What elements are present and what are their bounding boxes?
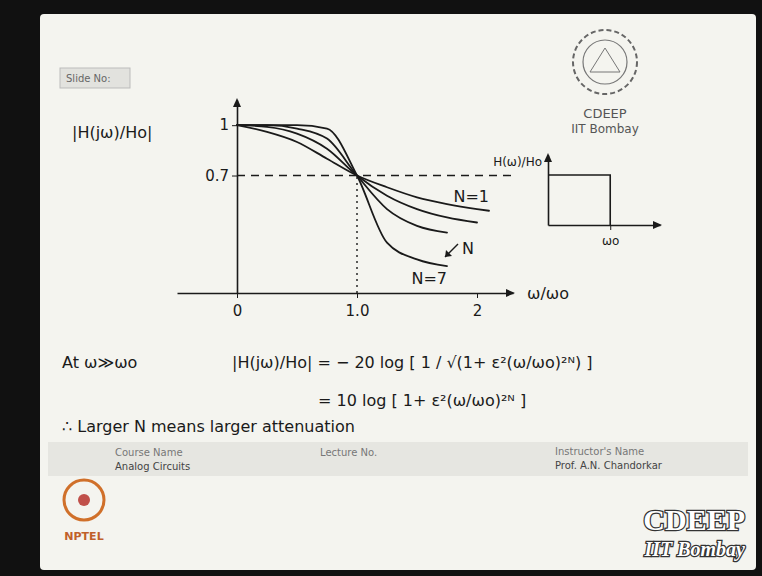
slide-canvas: 01.020.71N=1N=7Nω/ωo|H(jω)/Ho|ωoH(ω)/HoS…	[0, 0, 762, 576]
equation-condition: At ω≫ωo	[62, 353, 137, 372]
curve	[237, 125, 447, 232]
axis-arrow	[506, 289, 515, 297]
x-tick-label: ωo	[602, 234, 619, 248]
x-tick: 1.0	[346, 293, 370, 320]
slide-texts: Slide No:CDEEPIIT BombayAt ω≫ωo|H(jω)/Ho…	[48, 30, 748, 561]
annotation-arrow-head	[445, 250, 452, 257]
equation-conclusion: ∴ Larger N means larger attenuation	[62, 417, 355, 436]
axis-arrow	[544, 153, 552, 162]
y-axis: 0.71	[205, 101, 237, 294]
y-axis-title: |H(jω)/Ho|	[72, 123, 152, 142]
equation-line: = 10 log [ 1+ ε²(ω/ωo)²ᴺ ]	[318, 391, 526, 410]
logo-subtext: IIT Bombay	[571, 122, 639, 136]
footer-label: Lecture No.	[320, 447, 377, 458]
x-tick-mark	[477, 293, 478, 298]
x-tick: 2	[473, 293, 483, 320]
chart: 01.020.71N=1N=7Nω/ωo|H(jω)/Ho|	[72, 98, 569, 320]
reference-line	[356, 176, 357, 293]
slide-no-box	[60, 68, 130, 88]
y-axis-line	[237, 101, 239, 294]
watermark: CDEEP	[643, 503, 745, 536]
x-axis: ωo	[549, 225, 661, 248]
x-tick-label: 2	[473, 302, 483, 320]
axis-arrow	[233, 98, 241, 107]
nptel-core	[78, 494, 90, 506]
x-axis-line	[178, 293, 514, 295]
equation-line: |H(jω)/Ho| = − 20 log [ 1 / √(1+ ε²(ω/ωo…	[232, 353, 593, 372]
watermark-sub: IIT Bombay	[643, 538, 745, 561]
x-tick-label: 1.0	[346, 302, 370, 320]
x-axis-line	[549, 225, 661, 227]
footer-strip	[48, 442, 748, 476]
x-tick: ωo	[602, 225, 619, 248]
axis-arrow	[653, 221, 662, 229]
x-tick-mark	[357, 293, 358, 298]
nptel-ring	[64, 480, 104, 520]
y-axis-line	[548, 156, 550, 226]
footer-label: Instructor's Name	[555, 446, 644, 457]
x-axis-title: ω/ωo	[527, 284, 569, 303]
x-tick: 0	[233, 293, 243, 320]
cdeep-logo: CDEEPIIT Bombay	[571, 30, 639, 136]
logo-inner	[583, 40, 627, 84]
y-axis-title: H(ω)/Ho	[493, 155, 542, 169]
paper	[40, 14, 756, 570]
y-tick-mark	[232, 176, 237, 177]
x-axis: 01.02	[178, 293, 514, 320]
curve	[237, 125, 447, 266]
logo-text: CDEEP	[583, 106, 627, 121]
series-label: N=7	[411, 269, 447, 288]
nptel-text: NPTEL	[64, 530, 103, 543]
y-tick: 1	[219, 116, 237, 134]
plot-marks	[548, 175, 610, 225]
footer-label: Course Name	[115, 447, 183, 458]
annotation: N	[462, 239, 474, 258]
chart: ωo H(ω)/Ho	[493, 153, 662, 248]
y-tick-label: 1	[219, 116, 229, 134]
y-tick-label: 0.7	[205, 167, 229, 185]
x-tick-label: 0	[233, 302, 243, 320]
series-label: N=1	[453, 187, 489, 206]
y-tick: 0.7	[205, 167, 237, 185]
logo-emblem	[590, 48, 620, 72]
footer-value: Prof. A.N. Chandorkar	[555, 460, 663, 471]
y-axis	[548, 156, 549, 226]
curve	[548, 175, 610, 225]
slide-no: Slide No:	[66, 73, 111, 84]
annotation-arrow	[445, 244, 458, 257]
frame	[0, 0, 762, 576]
reference-line	[237, 175, 513, 176]
x-tick-mark	[237, 293, 238, 298]
x-tick-mark	[610, 225, 611, 230]
logo-ring	[573, 30, 637, 94]
nptel-logo: NPTEL	[64, 480, 104, 543]
curve	[237, 125, 489, 211]
plot-marks	[237, 125, 489, 266]
footer-value: Analog Circuits	[115, 461, 190, 472]
